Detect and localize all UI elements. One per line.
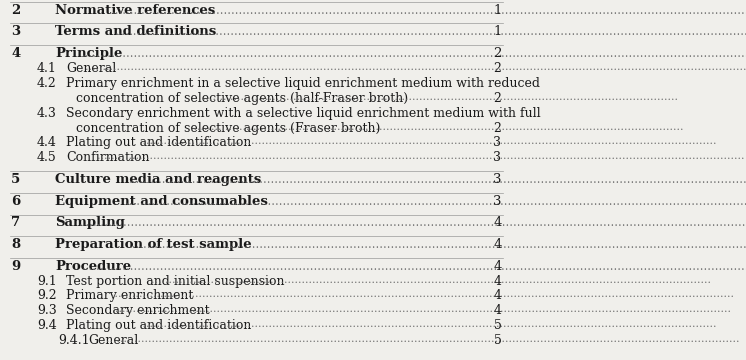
Text: 4: 4 [11,47,20,60]
Text: 4: 4 [493,238,501,251]
Text: 1: 1 [493,4,501,17]
Text: ................................................................................: ........................................… [82,47,746,60]
Text: ................................................................................: ........................................… [202,92,678,102]
Text: General: General [66,62,116,75]
Text: Culture media and reagents: Culture media and reagents [55,173,261,186]
Text: ................................................................................: ........................................… [85,62,746,72]
Text: 3: 3 [494,136,501,149]
Text: 2: 2 [493,47,501,60]
Text: 9.3: 9.3 [37,305,57,318]
Text: 8: 8 [11,238,20,251]
Text: ................................................................................: ........................................… [110,289,734,300]
Text: 4.2: 4.2 [37,77,57,90]
Text: 5: 5 [494,334,501,347]
Text: ................................................................................: ........................................… [82,260,746,273]
Text: Principle: Principle [55,47,122,60]
Text: 9.2: 9.2 [37,289,57,302]
Text: concentration of selective agents (Fraser broth): concentration of selective agents (Frase… [75,122,380,135]
Text: Secondary enrichment with a selective liquid enrichment medium with full: Secondary enrichment with a selective li… [66,107,541,120]
Text: 4: 4 [494,275,501,288]
Text: 2: 2 [494,62,501,75]
Text: Sampling: Sampling [55,216,125,229]
Text: ................................................................................: ........................................… [97,152,744,161]
Text: Preparation of test sample: Preparation of test sample [55,238,252,251]
Text: Plating out and identification: Plating out and identification [66,136,251,149]
Text: ................................................................................: ........................................… [151,275,711,284]
Text: Primary enrichment: Primary enrichment [66,289,194,302]
Text: 3: 3 [11,25,20,38]
Text: General: General [88,334,138,347]
Text: concentration of selective agents (half-Fraser broth): concentration of selective agents (half-… [75,92,408,105]
Text: Equipment and consumables: Equipment and consumables [55,195,268,208]
Text: 4.3: 4.3 [37,107,57,120]
Text: 9: 9 [11,260,20,273]
Text: ................................................................................: ........................................… [129,173,746,186]
Text: Normative references: Normative references [55,4,216,17]
Text: 1: 1 [493,25,501,38]
Text: 3: 3 [494,152,501,165]
Text: 4: 4 [493,216,501,229]
Text: ................................................................................: ........................................… [113,4,746,17]
Text: 2: 2 [11,4,20,17]
Text: 5: 5 [494,319,501,332]
Text: 9.4: 9.4 [37,319,57,332]
Text: 4: 4 [493,260,501,273]
Text: 4: 4 [494,289,501,302]
Text: ................................................................................: ........................................… [115,25,746,38]
Text: 3: 3 [493,173,501,186]
Text: 9.1: 9.1 [37,275,57,288]
Text: Test portion and initial suspension: Test portion and initial suspension [66,275,285,288]
Text: ................................................................................: ........................................… [126,195,746,208]
Text: 9.4.1: 9.4.1 [59,334,90,347]
Text: 3: 3 [493,195,501,208]
Text: ................................................................................: ........................................… [190,122,684,131]
Text: 2: 2 [494,122,501,135]
Text: 4: 4 [494,305,501,318]
Text: 4.5: 4.5 [37,152,57,165]
Text: 4.1: 4.1 [37,62,57,75]
Text: ................................................................................: ........................................… [139,136,716,147]
Text: 2: 2 [494,92,501,105]
Text: 4.4: 4.4 [37,136,57,149]
Text: Secondary enrichment: Secondary enrichment [66,305,210,318]
Text: 7: 7 [11,216,20,229]
Text: Primary enrichment in a selective liquid enrichment medium with reduced: Primary enrichment in a selective liquid… [66,77,540,90]
Text: 6: 6 [11,195,20,208]
Text: Terms and definitions: Terms and definitions [55,25,216,38]
Text: Confirmation: Confirmation [66,152,150,165]
Text: 5: 5 [11,173,20,186]
Text: ................................................................................: ........................................… [139,319,716,329]
Text: ................................................................................: ........................................… [79,216,746,229]
Text: ................................................................................: ........................................… [129,238,746,251]
Text: ................................................................................: ........................................… [116,305,731,314]
Text: Plating out and identification: Plating out and identification [66,319,251,332]
Text: Procedure: Procedure [55,260,131,273]
Text: ................................................................................: ........................................… [106,334,739,344]
